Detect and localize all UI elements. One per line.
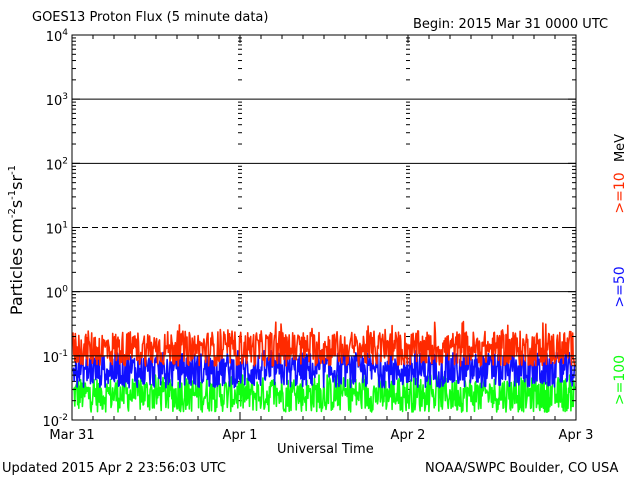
x-tick-label: Apr 3 [559, 428, 594, 443]
y-axis-label-text: Particles cm-2s-1sr-1 [7, 165, 26, 315]
x-tick-label: Mar 31 [49, 428, 94, 443]
legend-ge100: >=100 [612, 355, 628, 405]
y-tick-label: 10-1 [42, 349, 68, 366]
legend-unit: MeV [613, 134, 628, 162]
y-tick-label: 101 [46, 221, 68, 238]
begin-time: Begin: 2015 Mar 31 0000 UTC [413, 17, 609, 32]
chart-title: GOES13 Proton Flux (5 minute data) [32, 10, 269, 25]
x-tick-label: Apr 1 [223, 428, 258, 443]
y-axis-label: Particles cm-2s-1sr-1 [7, 165, 26, 315]
legend-ge10: >=10 [612, 172, 628, 213]
updated-time: Updated 2015 Apr 2 23:56:03 UTC [2, 461, 226, 476]
y-tick-label: 104 [46, 28, 69, 45]
y-tick-label: 100 [46, 285, 69, 302]
legend: MeV >=10 >=50 >=100 [612, 134, 628, 405]
x-axis-label: Universal Time [277, 442, 374, 457]
legend-ge50: >=50 [612, 266, 628, 307]
x-tick-label: Apr 2 [391, 428, 426, 443]
credit: NOAA/SWPC Boulder, CO USA [425, 461, 619, 476]
y-tick-label: 10-2 [42, 413, 68, 430]
y-tick-label: 103 [46, 92, 68, 109]
series-line [72, 320, 576, 367]
ticks: 10-2 10-1 100 101 102 103 104 Mar 31 Apr 1 Apr 2 A… [42, 28, 593, 443]
y-tick-label: 102 [46, 156, 68, 173]
series-layer [72, 320, 576, 413]
